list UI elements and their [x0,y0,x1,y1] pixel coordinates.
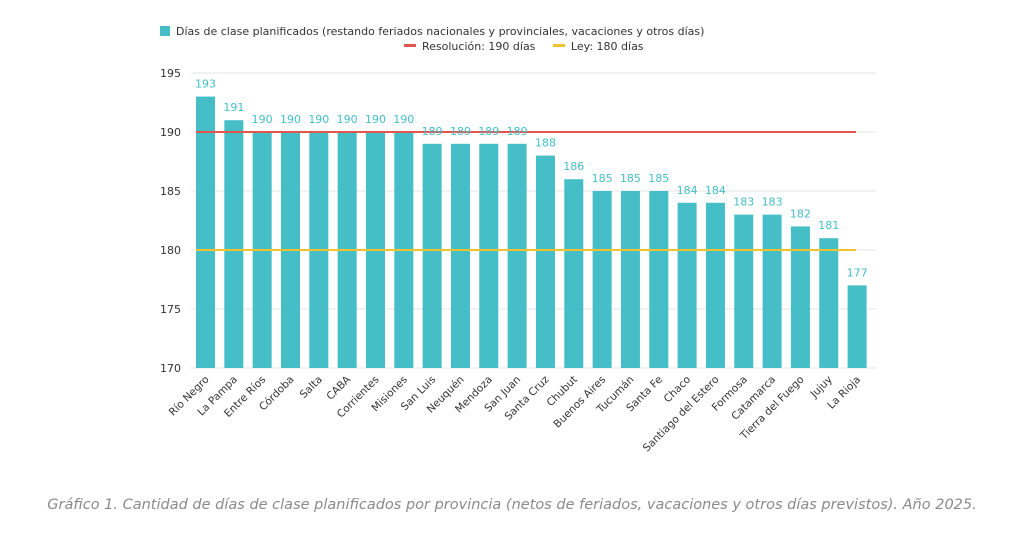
data-label: 190 [393,113,414,126]
legend-reference-lines: Resolución: 190 días Ley: 180 días [404,40,658,53]
legend-ley-label: Ley: 180 días [570,40,644,53]
data-label: 190 [365,113,386,126]
data-label: 185 [648,172,669,185]
bar [790,226,810,368]
y-tick-label: 195 [160,67,181,80]
bar [762,214,782,368]
data-label: 190 [252,113,273,126]
bar [196,96,215,368]
bar [564,179,584,368]
bar [507,143,527,368]
legend-item-resolucion: Resolución: 190 días [404,40,535,53]
bar [422,143,442,368]
bar [479,143,499,368]
legend-resolucion-label: Resolución: 190 días [422,40,536,53]
y-tick-label: 185 [160,185,181,198]
data-label: 191 [223,101,244,114]
bar [620,191,640,368]
data-label: 189 [478,125,499,138]
bar [847,285,867,368]
data-label: 185 [592,172,613,185]
data-label: 184 [677,184,698,197]
bar [677,202,697,368]
legend-series-swatch [160,26,170,36]
data-label: 181 [818,219,839,232]
data-label: 177 [847,266,868,279]
data-label: 190 [337,113,358,126]
bar [819,238,839,368]
y-tick-label: 180 [160,244,181,257]
data-label: 184 [705,184,726,197]
data-labels: 193 191 190 190 190 190 190 190 189 189 189 189 188 1… [195,78,868,280]
figure-caption: Gráfico 1. Cantidad de días de clase pla… [47,497,977,513]
data-label: 190 [308,113,329,126]
y-tick-label: 175 [160,303,181,316]
legend-series: Días de clase planificados (restando fer… [160,25,704,38]
data-label: 183 [733,196,754,209]
x-tick-label: Salta [298,374,325,401]
data-label: 189 [507,125,528,138]
y-axis: 170 175 180 185 190 195 [160,67,181,375]
legend-resolucion-swatch [404,44,416,47]
data-label: 188 [535,137,556,150]
bar [649,191,669,368]
data-label: 183 [762,196,783,209]
bar [535,155,555,368]
data-label: 189 [450,125,471,138]
legend-ley-swatch [552,44,565,47]
legend-item-ley: Ley: 180 días [552,40,644,53]
data-label: 193 [195,78,216,91]
data-label: 182 [790,207,811,220]
legend-series-label: Días de clase planificados (restando fer… [176,25,705,38]
data-label: 185 [620,172,641,185]
data-label: 186 [563,160,584,173]
bar [450,143,470,368]
bar [705,202,725,368]
y-tick-label: 190 [160,126,181,139]
bar [224,120,244,368]
y-tick-label: 170 [160,362,181,375]
reference-lines [196,131,856,251]
bars [196,96,867,368]
data-label: 190 [280,113,301,126]
data-label: 189 [422,125,443,138]
bar [592,191,612,368]
bar [734,214,754,368]
